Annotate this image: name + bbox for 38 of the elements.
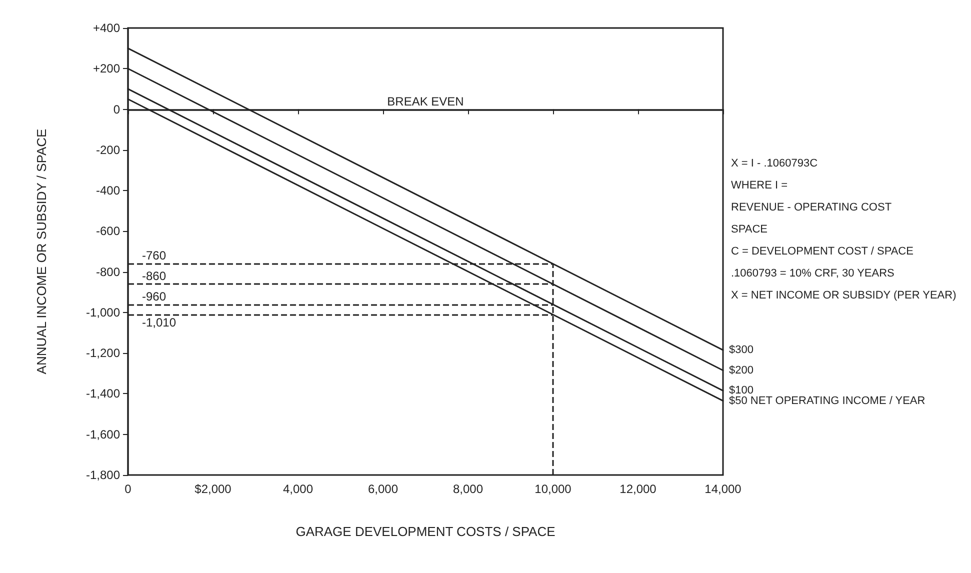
y-tick-label: -1,600 [86, 427, 120, 442]
text: WHERE I = [731, 180, 788, 192]
x-tick-label: 6,000 [368, 482, 398, 496]
y-tick-label: -400 [96, 184, 120, 198]
x-axis-title: GARAGE DEVELOPMENT COSTS / SPACE [296, 524, 556, 539]
y-tick-label: -1,200 [86, 346, 120, 360]
text: SPACE [731, 224, 768, 236]
text: C = DEVELOPMENT COST / SPACE [731, 246, 914, 258]
x-tick-label: 14,000 [704, 482, 742, 496]
y-tick-label: +400 [92, 21, 120, 35]
ref-line-label: -860 [142, 269, 166, 284]
series-label: $200 [729, 364, 754, 376]
ref-line-label: -960 [142, 289, 166, 304]
series-label: $300 [729, 344, 754, 356]
y-axis-title: ANNUAL INCOME OR SUBSIDY / SPACE [34, 128, 49, 374]
x-tick-label: 8,000 [452, 482, 484, 496]
x-tick-label: 10,000 [534, 482, 572, 496]
x-tick-label: $2,000 [194, 482, 232, 496]
x-tick-label: 12,000 [620, 482, 657, 496]
text: .1060793 = 10% CRF, 30 YEARS [731, 268, 894, 280]
y-tick-label: -1,400 [86, 386, 120, 401]
ref-line-label: -1,010 [142, 315, 176, 330]
y-tick-label: -600 [96, 224, 120, 238]
y-tick-label: -800 [96, 264, 120, 279]
series-label: $50 NET OPERATING INCOME / YEAR [729, 394, 926, 407]
y-tick-label: -200 [96, 142, 120, 157]
y-tick-label: -1,000 [86, 305, 120, 320]
text: X = I - .1060793C [731, 158, 818, 170]
series-label: $100 [729, 384, 754, 397]
y-tick-label: 0 [113, 102, 120, 116]
ref-line-label: BREAK EVEN [387, 94, 464, 108]
text: X = NET INCOME OR SUBSIDY (PER YEAR) [731, 290, 956, 302]
y-tick-label: -1,800 [86, 468, 120, 482]
y-tick-label: +200 [92, 62, 120, 76]
ref-line-label: -760 [142, 248, 166, 263]
x-tick-label: 0 [124, 482, 132, 496]
text: REVENUE - OPERATING COST [731, 202, 892, 214]
x-tick-label: 4,000 [282, 482, 314, 496]
